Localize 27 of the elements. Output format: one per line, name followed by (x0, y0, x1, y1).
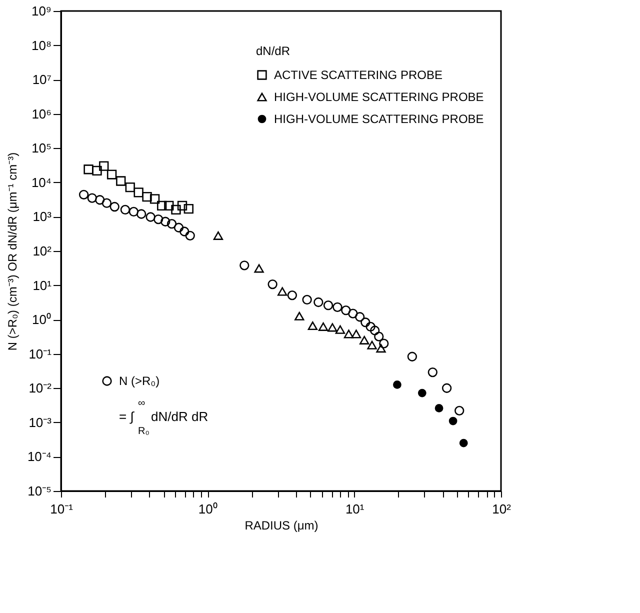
legend-label: ACTIVE SCATTERING PROBE (274, 68, 442, 82)
y-tick-label: 10⁻⁵ (28, 484, 52, 498)
y-tick-label: 10⁸ (32, 38, 52, 53)
x-tick-label: 10¹ (345, 502, 365, 516)
y-tick-label: 10⁻³ (28, 414, 52, 430)
y-tick-label: 10⁹ (31, 4, 52, 18)
y-tick-label: 10⁻¹ (28, 346, 52, 362)
y-tick-label: 10³ (32, 209, 52, 224)
y-tick-label: 10⁵ (32, 140, 52, 156)
x-axis-title: RADIUS (μm) (244, 518, 318, 532)
y-axis-title: N (>R₀) (cm⁻³) OR dN/dR (μm⁻¹ cm⁻³) (5, 152, 20, 351)
y-tick-label: 10⁰ (32, 312, 52, 328)
x-tick-label: 10⁻¹ (50, 502, 74, 516)
text: = ∫R₀∞ dN/dR dR (119, 398, 208, 437)
legend-label: HIGH-VOLUME SCATTERING PROBE (274, 112, 484, 126)
y-tick-label: 10⁶ (32, 106, 52, 122)
y-tick-label: 10⁻⁴ (27, 449, 52, 464)
y-tick-label: 10⁻² (28, 380, 52, 396)
x-tick-label: 10⁰ (198, 502, 218, 516)
legend-label: HIGH-VOLUME SCATTERING PROBE (274, 90, 484, 104)
y-tick-label: 10² (32, 244, 52, 258)
y-tick-label: 10⁷ (32, 72, 52, 88)
x-tick-label: 10² (492, 502, 512, 516)
legend-title: dN/dR (256, 44, 290, 58)
y-tick-label: 10⁴ (31, 174, 52, 190)
legend-label: N (>R₀) (119, 374, 160, 388)
y-tick-label: 10¹ (32, 278, 52, 293)
